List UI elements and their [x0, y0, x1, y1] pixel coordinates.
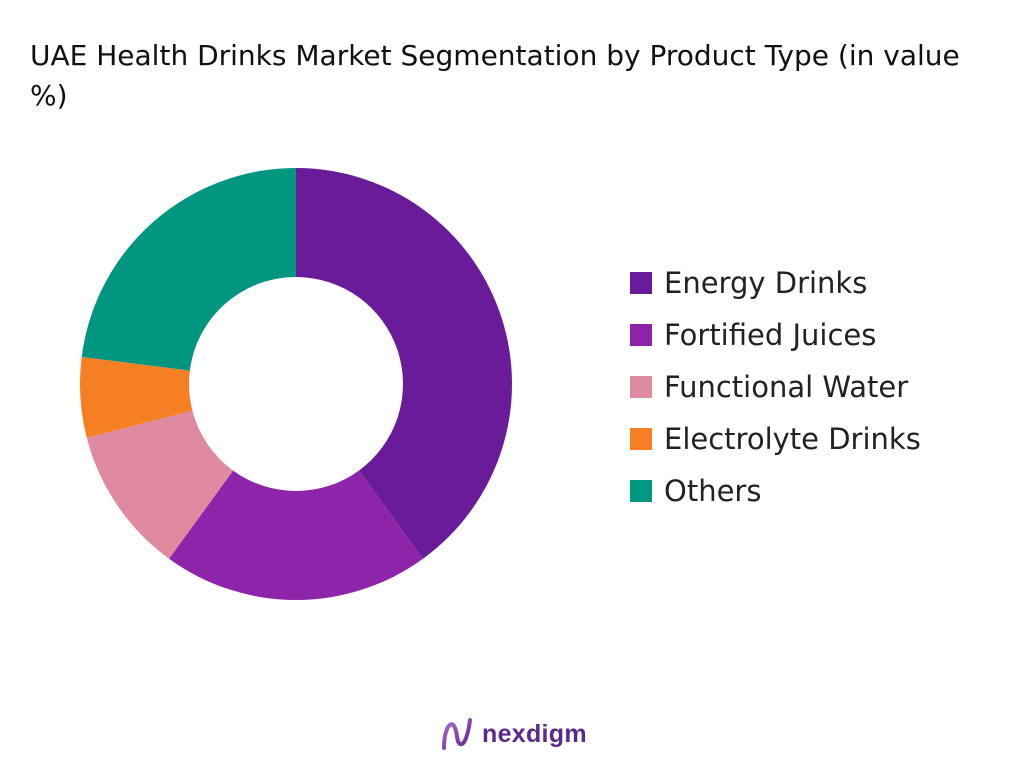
legend-swatch: [630, 376, 652, 398]
donut-slice-functional-water: [86, 410, 234, 559]
legend-label: Functional Water: [664, 370, 909, 404]
legend-label: Electrolyte Drinks: [664, 422, 921, 456]
legend-item: Fortified Juices: [630, 315, 921, 355]
legend-swatch: [630, 324, 652, 346]
legend-swatch: [630, 480, 652, 502]
legend-label: Fortified Juices: [664, 318, 877, 352]
legend-label: Others: [664, 474, 762, 508]
donut-slice-others: [81, 168, 297, 371]
legend-item: Others: [630, 471, 921, 511]
legend-item: Functional Water: [630, 367, 921, 407]
legend-item: Energy Drinks: [630, 263, 921, 303]
legend-item: Electrolyte Drinks: [630, 419, 921, 459]
donut-slice-electrolyte-drinks: [80, 356, 193, 438]
donut-chart: [80, 168, 512, 600]
brand-logo: nexdigm: [440, 716, 587, 752]
legend-swatch: [630, 272, 652, 294]
nexdigm-logo-icon: [442, 718, 472, 750]
legend-label: Energy Drinks: [664, 266, 868, 300]
donut-slice-fortified-juices: [169, 470, 423, 600]
chart-title: UAE Health Drinks Market Segmentation by…: [30, 39, 960, 112]
donut-slice-energy-drinks: [296, 168, 512, 559]
legend-swatch: [630, 428, 652, 450]
brand-name: nexdigm: [482, 719, 587, 748]
chart-legend: Energy Drinks Fortified Juices Functional …: [630, 263, 921, 523]
